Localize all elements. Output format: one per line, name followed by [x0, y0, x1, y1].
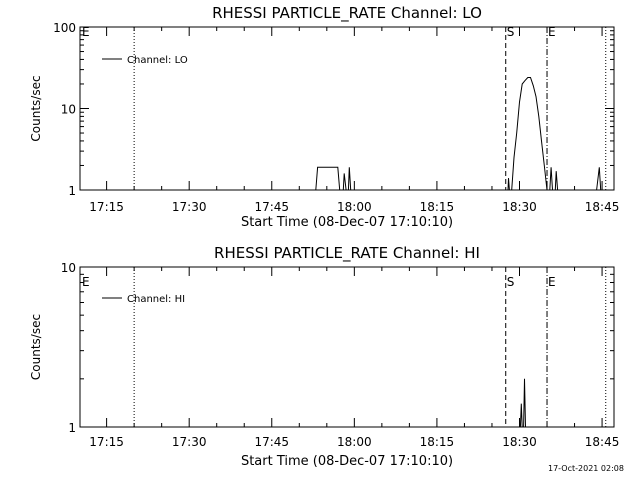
- x-tick-label: 17:45: [254, 200, 289, 214]
- x-tick-label: 17:15: [89, 435, 124, 449]
- series-line: [316, 78, 601, 191]
- x-axis-label: Start Time (08-Dec-07 17:10:10): [241, 215, 453, 230]
- x-axis-label: Start Time (08-Dec-07 17:10:10): [241, 454, 453, 469]
- y-tick-label: 10: [61, 103, 76, 117]
- x-tick-label: 17:15: [89, 200, 124, 214]
- event-marker-label: E: [82, 275, 90, 289]
- y-tick-label: 1: [68, 421, 76, 435]
- legend-label: Channel: LO: [127, 55, 188, 66]
- x-tick-label: 17:45: [254, 435, 289, 449]
- x-tick-label: 18:15: [420, 200, 455, 214]
- y-tick-label: 10: [61, 261, 76, 275]
- y-tick-label: 1: [68, 184, 76, 198]
- x-tick-label: 17:30: [172, 435, 207, 449]
- series-line: [520, 379, 525, 427]
- x-tick-label: 18:45: [585, 435, 620, 449]
- x-tick-label: 17:30: [172, 200, 207, 214]
- x-tick-label: 18:15: [420, 435, 455, 449]
- timestamp-stamp: 17-Oct-2021 02:08: [548, 464, 624, 473]
- x-tick-label: 18:00: [337, 435, 372, 449]
- y-axis-label: Counts/sec: [29, 75, 43, 141]
- event-marker-label: S: [507, 25, 515, 39]
- event-marker-label: S: [507, 275, 515, 289]
- x-tick-label: 18:45: [585, 200, 620, 214]
- event-marker-label: E: [82, 25, 90, 39]
- plot-frame: [80, 27, 614, 190]
- x-tick-label: 18:30: [502, 200, 537, 214]
- chart-title: RHESSI PARTICLE_RATE Channel: LO: [212, 4, 482, 23]
- event-marker-label: E: [548, 25, 556, 39]
- legend-label: Channel: HI: [127, 294, 185, 305]
- event-marker-label: E: [548, 275, 556, 289]
- x-tick-label: 18:00: [337, 200, 372, 214]
- y-axis-label: Counts/sec: [29, 314, 43, 380]
- y-tick-label: 100: [53, 21, 76, 35]
- chart-title: RHESSI PARTICLE_RATE Channel: HI: [214, 244, 480, 263]
- x-tick-label: 18:30: [502, 435, 537, 449]
- plot-frame: [80, 267, 614, 427]
